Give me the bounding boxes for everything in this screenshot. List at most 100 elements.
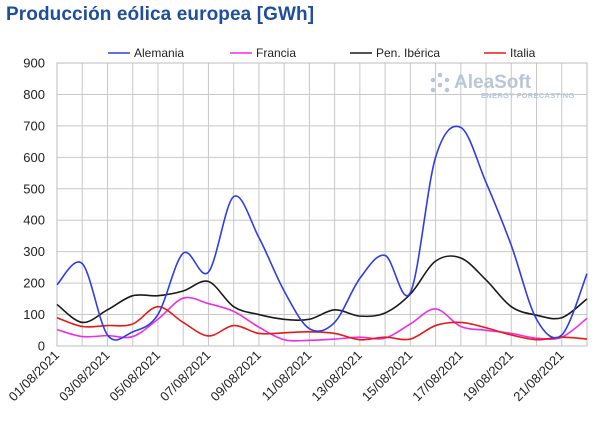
legend-item: Francia — [230, 46, 296, 60]
data-point — [157, 306, 159, 308]
series-line-alemania — [56, 125, 588, 341]
aleasoft-logo: AleaSoft ENERGY FORECASTING — [430, 72, 575, 100]
data-point — [510, 245, 512, 247]
legend-item: Alemania — [108, 46, 184, 60]
data-point — [81, 336, 83, 338]
x-tick-label: 09/08/2021 — [207, 348, 264, 405]
data-point — [157, 295, 159, 297]
legend-label: Pen. Ibérica — [376, 46, 440, 60]
legend-label: Francia — [256, 46, 296, 60]
legend-item: Pen. Ibérica — [350, 46, 440, 60]
data-point — [132, 295, 134, 297]
data-point — [435, 308, 437, 310]
data-point — [435, 260, 437, 262]
y-tick-label: 0 — [38, 339, 45, 354]
data-point — [233, 311, 235, 313]
y-tick-label: 200 — [23, 276, 45, 291]
data-point — [132, 323, 134, 325]
plot-frame — [56, 62, 588, 347]
x-tick-label: 05/08/2021 — [106, 348, 163, 405]
x-tick-label: 15/08/2021 — [359, 348, 416, 405]
x-tick-label: 11/08/2021 — [259, 348, 315, 404]
data-point — [258, 333, 260, 335]
data-point — [536, 339, 538, 341]
x-tick-label: 17/08/2021 — [409, 348, 466, 405]
y-tick-label: 600 — [23, 150, 45, 165]
data-point — [233, 325, 235, 327]
y-tick-label: 300 — [23, 244, 45, 259]
data-point — [536, 337, 538, 339]
data-point — [157, 318, 159, 320]
series-line-italia — [56, 305, 588, 341]
data-point — [56, 284, 58, 286]
x-tick-label: 13/08/2021 — [308, 348, 365, 405]
data-point — [510, 306, 512, 308]
data-point — [107, 309, 109, 311]
y-tick-label: 700 — [23, 118, 45, 133]
data-point — [309, 328, 311, 330]
data-point — [182, 290, 184, 292]
data-point — [208, 281, 210, 283]
data-point — [81, 322, 83, 324]
data-point — [359, 339, 361, 341]
y-tick-label: 500 — [23, 181, 45, 196]
data-point — [208, 271, 210, 273]
x-tick-labels: 01/08/202103/08/202105/08/202107/08/2021… — [5, 348, 566, 405]
chart-title: Producción eólica europea [GWh] — [6, 4, 315, 25]
data-point — [334, 309, 336, 311]
data-point — [208, 303, 210, 305]
data-point — [208, 335, 210, 337]
data-point — [586, 273, 588, 275]
data-point — [182, 322, 184, 324]
data-point — [309, 318, 311, 320]
data-point — [384, 336, 386, 338]
x-tick-label: 07/08/2021 — [157, 348, 214, 405]
data-point — [233, 306, 235, 308]
legend-label: Italia — [510, 46, 536, 60]
data-point — [56, 317, 58, 319]
data-point — [586, 298, 588, 300]
data-point — [132, 331, 134, 333]
data-point — [81, 263, 83, 265]
x-tick-label: 03/08/2021 — [56, 348, 113, 405]
legend: Alemania Francia Pen. Ibérica Italia — [108, 46, 536, 60]
x-tick-label: 01/08/2021 — [5, 348, 62, 405]
data-point — [435, 157, 437, 159]
logo-tagline: ENERGY FORECASTING — [481, 91, 575, 100]
data-point — [309, 331, 311, 333]
data-point — [283, 339, 285, 341]
data-point — [283, 332, 285, 334]
y-tick-label: 400 — [23, 213, 45, 228]
legend-item: Italia — [484, 46, 536, 60]
data-point — [561, 334, 563, 336]
data-point — [283, 318, 285, 320]
data-point — [334, 333, 336, 335]
data-point — [107, 334, 109, 336]
x-tick-label: 19/08/2021 — [460, 348, 517, 405]
y-tick-label: 900 — [23, 56, 45, 71]
data-point — [157, 314, 159, 316]
data-point — [586, 338, 588, 340]
data-point — [586, 318, 588, 320]
data-point — [561, 317, 563, 319]
data-point — [182, 252, 184, 254]
data-point — [384, 255, 386, 257]
data-point — [359, 315, 361, 317]
x-tick-label: 21/08/2021 — [510, 348, 567, 405]
axes — [56, 62, 588, 347]
data-point — [460, 257, 462, 259]
data-point — [435, 325, 437, 327]
data-point — [359, 278, 361, 280]
data-point — [258, 314, 260, 316]
data-series — [56, 125, 588, 342]
y-tick-label: 800 — [23, 87, 45, 102]
logo-name: AleaSoft — [454, 72, 532, 93]
data-point — [182, 297, 184, 299]
data-point — [485, 182, 487, 184]
data-point — [359, 336, 361, 338]
data-point — [410, 338, 412, 340]
data-point — [309, 340, 311, 342]
legend-label: Alemania — [134, 46, 184, 60]
data-point — [384, 312, 386, 314]
